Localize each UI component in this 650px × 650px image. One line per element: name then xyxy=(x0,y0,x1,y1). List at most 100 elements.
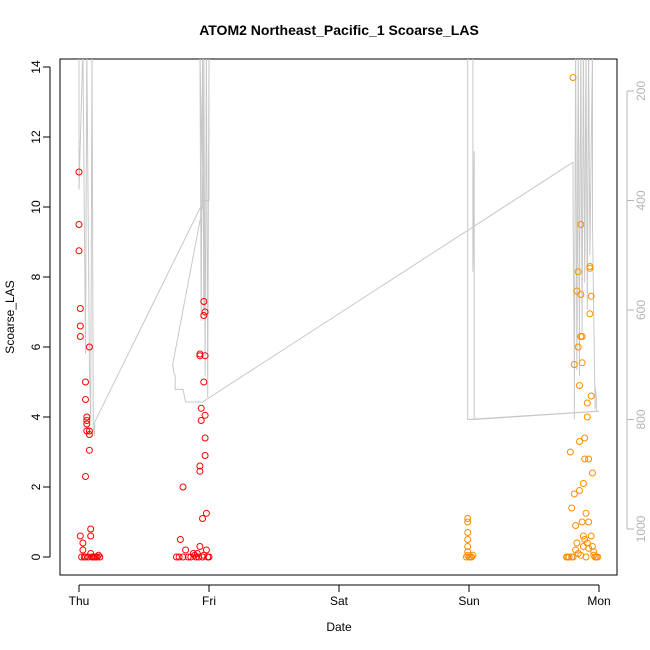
x-tick-label: Thu xyxy=(69,594,90,608)
data-point xyxy=(199,515,206,522)
y-tick-label: 8 xyxy=(29,273,43,280)
data-point xyxy=(76,305,84,312)
data-point xyxy=(83,413,91,421)
data-point xyxy=(182,546,190,554)
y-axis-left: 0 2 4 6 8 10 12 14 xyxy=(29,60,51,560)
data-point xyxy=(586,264,594,272)
data-point xyxy=(196,352,204,360)
data-point xyxy=(464,515,472,522)
data-point xyxy=(570,490,578,498)
data-point xyxy=(587,532,595,540)
data-point xyxy=(201,411,209,419)
data-point xyxy=(572,546,580,554)
data-point xyxy=(581,434,589,442)
y-tick-label: 6 xyxy=(29,343,43,350)
data-point xyxy=(201,452,209,459)
data-point xyxy=(577,221,585,228)
data-point xyxy=(197,404,205,412)
data-point xyxy=(464,536,472,543)
data-point xyxy=(462,553,470,561)
data-point xyxy=(569,74,577,81)
data-point xyxy=(184,553,192,561)
y-tick-label: 4 xyxy=(29,413,43,420)
data-point xyxy=(573,539,581,547)
data-point xyxy=(83,420,91,428)
data-point xyxy=(75,247,83,255)
data-point xyxy=(85,446,93,454)
x-axis: Thu Fri Sat Sun Mon xyxy=(69,584,611,608)
x-tick-label: Mon xyxy=(587,594,610,608)
data-point xyxy=(200,378,208,386)
data-point xyxy=(577,551,585,559)
data-point xyxy=(585,518,593,526)
data-point xyxy=(578,333,586,340)
data-point xyxy=(196,543,204,550)
data-point xyxy=(583,399,591,407)
data-point xyxy=(585,455,593,463)
data-point xyxy=(82,396,89,403)
data-point xyxy=(196,467,204,475)
data-point xyxy=(200,298,208,305)
data-point xyxy=(179,483,187,491)
y-right-tick-label: 600 xyxy=(634,300,648,320)
data-point xyxy=(75,221,83,228)
data-point xyxy=(464,518,472,526)
data-point xyxy=(85,431,93,438)
points-layer xyxy=(75,74,602,561)
x-tick-label: Fri xyxy=(202,594,216,608)
chart-title: ATOM2 Northeast_Pacific_1 Scoarse_LAS xyxy=(199,22,479,38)
y-tick-label: 14 xyxy=(29,60,43,74)
data-point xyxy=(205,553,213,561)
data-point xyxy=(564,553,572,561)
x-tick-label: Sun xyxy=(458,594,479,608)
data-point xyxy=(196,462,204,470)
data-point xyxy=(572,522,580,529)
data-point xyxy=(585,544,593,552)
data-point xyxy=(464,543,472,550)
y-right-tick-label: 800 xyxy=(634,409,648,429)
data-point xyxy=(202,546,210,554)
data-point xyxy=(87,525,95,533)
data-point xyxy=(80,553,88,561)
data-point xyxy=(85,427,93,435)
data-point xyxy=(79,539,87,547)
data-point xyxy=(84,553,92,561)
x-tick-label: Sat xyxy=(330,594,349,608)
data-point xyxy=(566,448,574,456)
depth-line xyxy=(78,59,600,437)
data-point xyxy=(202,509,210,517)
data-point xyxy=(578,518,586,526)
data-point xyxy=(576,382,583,389)
data-point xyxy=(579,532,587,540)
data-point xyxy=(82,473,89,480)
x-axis-label: Date xyxy=(326,620,352,634)
data-point xyxy=(191,551,199,559)
data-point xyxy=(570,361,578,368)
data-point xyxy=(568,553,576,561)
data-point xyxy=(468,553,476,561)
data-point xyxy=(469,551,477,559)
y-tick-label: 0 xyxy=(29,553,43,560)
data-point xyxy=(587,392,595,400)
data-point xyxy=(587,292,595,300)
data-point xyxy=(576,438,583,445)
data-point xyxy=(464,529,472,536)
data-point xyxy=(590,551,598,559)
data-point xyxy=(75,168,83,176)
data-point xyxy=(579,480,587,487)
data-point xyxy=(594,553,602,561)
data-point xyxy=(87,532,95,540)
data-point xyxy=(197,417,205,424)
data-point xyxy=(574,343,582,351)
data-point xyxy=(583,413,591,421)
plot-frame xyxy=(59,58,618,576)
data-point xyxy=(79,546,87,554)
data-point xyxy=(578,359,586,367)
data-point xyxy=(95,551,102,559)
y-right-tick-label: 1000 xyxy=(634,515,648,542)
data-point xyxy=(201,434,209,442)
y-axis-label: Scoarse_LAS xyxy=(3,280,17,353)
y-tick-label: 12 xyxy=(29,130,43,144)
data-point xyxy=(82,378,89,386)
